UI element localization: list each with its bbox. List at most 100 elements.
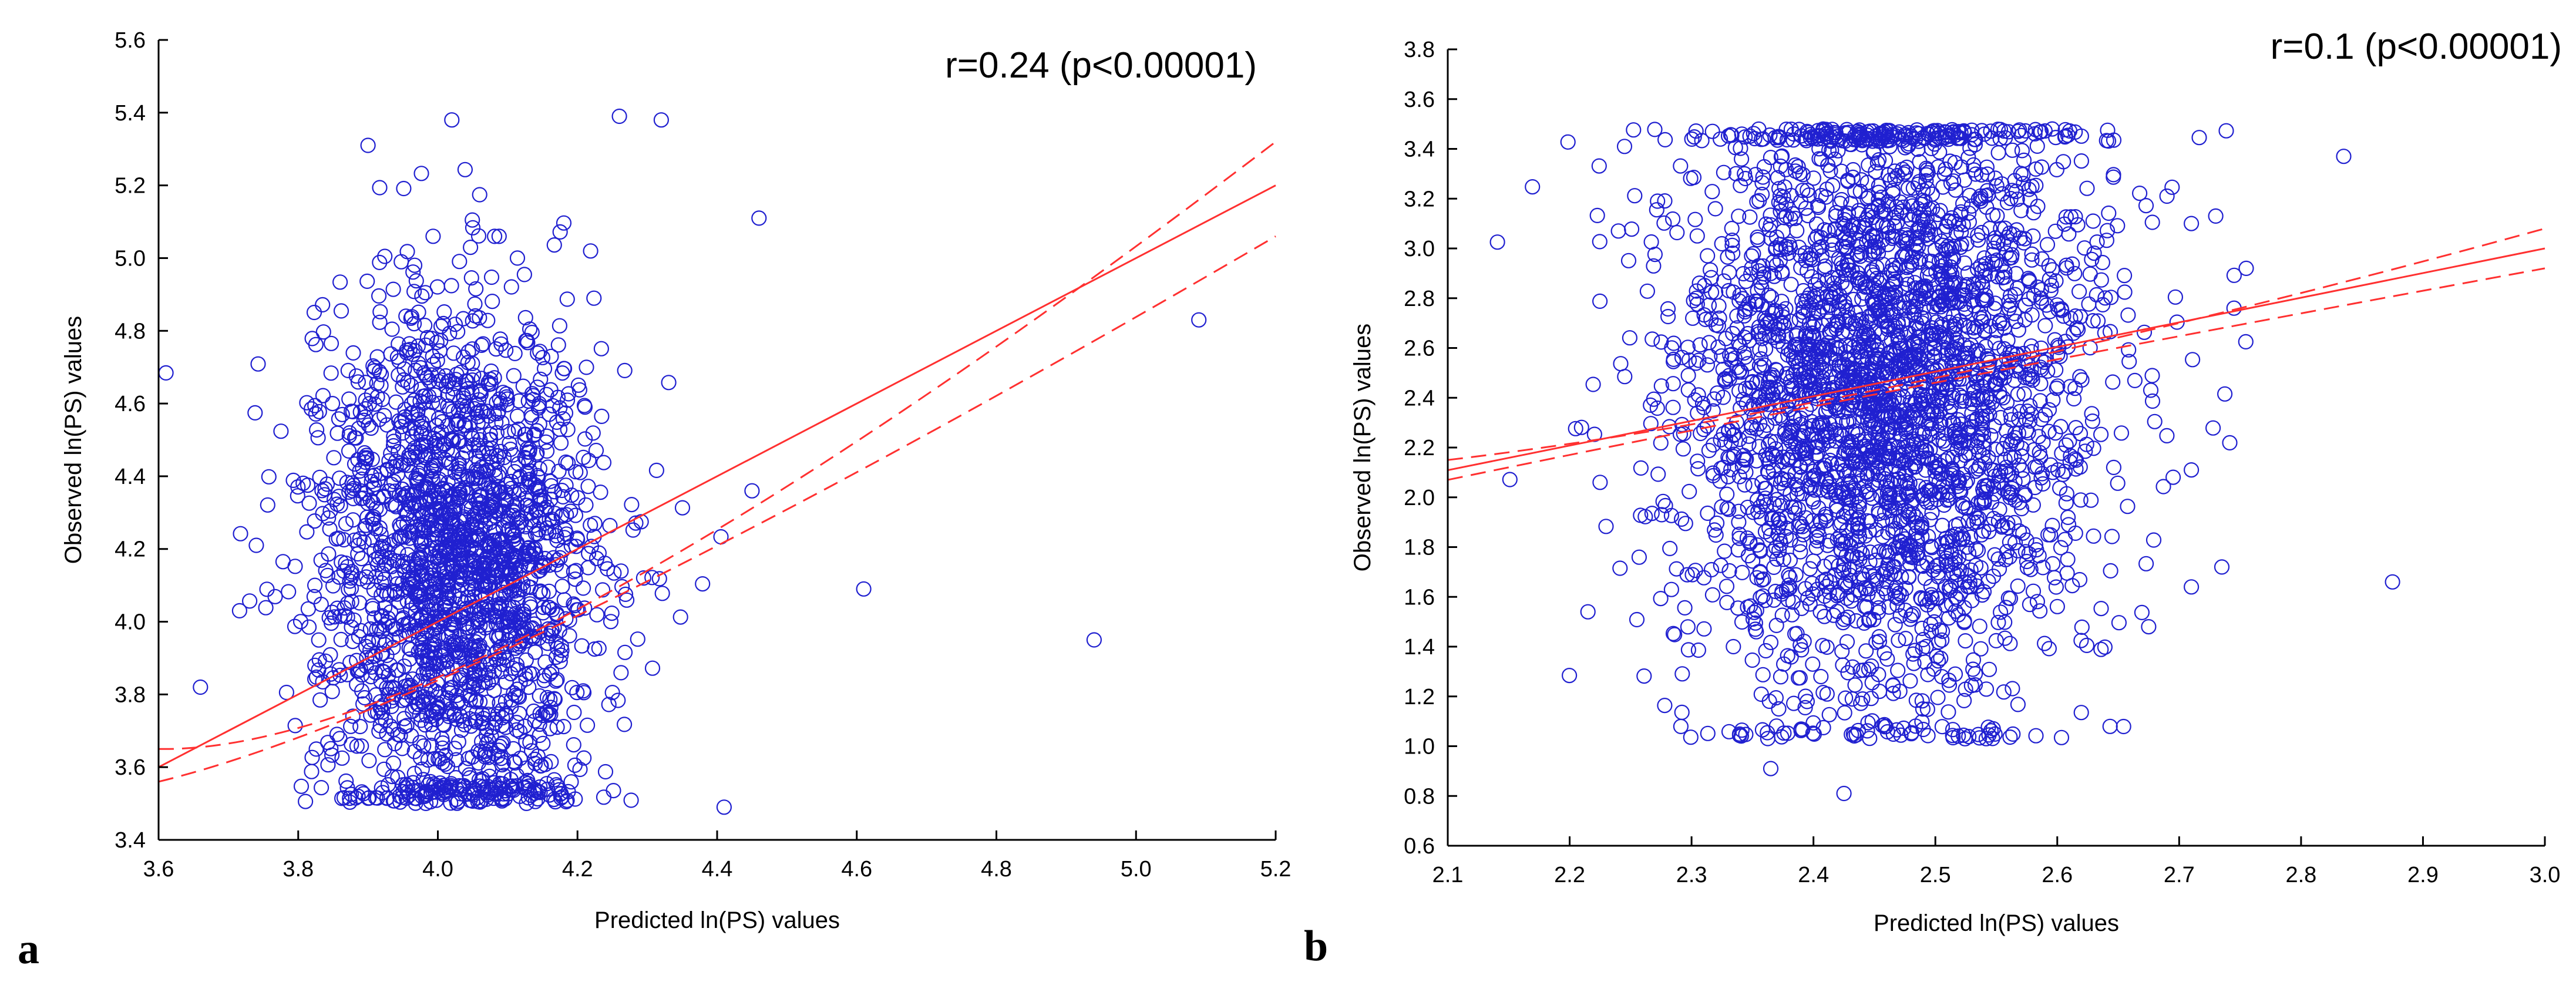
scatter-point (454, 533, 470, 550)
scatter-point (546, 237, 562, 253)
scatter-point (325, 578, 341, 594)
scatter-point (1680, 642, 1696, 658)
scatter-point (290, 479, 306, 495)
scatter-point (477, 674, 493, 690)
scatter-point (412, 735, 428, 751)
scatter-point (2105, 374, 2121, 390)
scatter-point (1191, 312, 1207, 328)
scatter-point (1821, 707, 1837, 722)
scatter-point (563, 774, 579, 790)
scatter-point (482, 426, 498, 442)
scatter-point (493, 336, 509, 352)
scatter-point (1592, 234, 1608, 250)
scatter-point (500, 513, 516, 529)
scatter-point (361, 417, 376, 433)
scatter-point (158, 365, 174, 381)
scatter-point (544, 601, 560, 618)
scatter-point (564, 680, 580, 695)
scatter-point (374, 566, 391, 581)
scatter-point (290, 488, 305, 504)
scatter-point (452, 432, 468, 448)
scatter-point (1627, 188, 1643, 204)
scatter-point (532, 624, 548, 640)
scatter-point (299, 524, 315, 540)
scatter-point (347, 532, 362, 548)
scatter-point (366, 363, 382, 379)
scatter-point (426, 776, 442, 792)
scatter-point (417, 717, 433, 733)
scatter-point (292, 614, 309, 630)
scatter-point (313, 779, 329, 796)
scatter-point (509, 714, 524, 731)
scatter-point (386, 429, 402, 445)
scatter-point (2102, 718, 2118, 734)
scatter-point (552, 400, 568, 416)
scatter-point (2067, 265, 2083, 281)
scatter-point (480, 374, 496, 391)
scatter-point (1812, 604, 1828, 620)
scatter-point (1665, 399, 1681, 415)
scatter-point (1598, 519, 1614, 534)
scatter-point (401, 576, 417, 592)
scatter-point (2032, 124, 2048, 140)
scatter-point (512, 788, 528, 805)
scatter-point (193, 679, 208, 695)
scatter-point (473, 337, 490, 354)
scatter-point (362, 621, 378, 637)
scatter-point (594, 408, 610, 425)
scatter-point (1525, 179, 1541, 195)
scatter-point (304, 764, 320, 779)
scatter-point (507, 345, 523, 362)
scatter-point (617, 644, 633, 660)
scatter-point (2110, 475, 2126, 491)
scatter-point (366, 467, 383, 483)
scatter-point (459, 398, 475, 414)
scatter-point (2222, 435, 2238, 451)
scatter-point (501, 522, 517, 538)
scatter-point (386, 793, 402, 809)
scatter-point (1650, 466, 1666, 482)
scatter-point (2145, 532, 2162, 548)
scatter-point (1704, 184, 1720, 200)
scatter-point (512, 705, 527, 722)
scatter-point (2010, 697, 2026, 712)
scatter-point (483, 728, 499, 745)
y-tick-label: 4.8 (115, 319, 146, 344)
scatter-point (2049, 598, 2065, 614)
scatter-point (403, 309, 420, 325)
scatter-point (468, 281, 484, 297)
scatter-point (512, 482, 528, 497)
scatter-point (460, 751, 476, 766)
scatter-point (425, 228, 441, 244)
scatter-point (399, 342, 415, 358)
scatter-point (427, 453, 443, 469)
scatter-point (2071, 284, 2087, 300)
scatter-point (597, 764, 614, 780)
scatter-point (332, 608, 348, 624)
scatter-point (483, 269, 500, 285)
scatter-point (539, 690, 556, 705)
scatter-point (385, 281, 401, 297)
scatter-point (1737, 329, 1753, 345)
scatter-point (583, 243, 598, 259)
scatter-point (1719, 486, 1735, 502)
scatter-point (409, 588, 425, 604)
scatter-point (478, 727, 495, 743)
scatter-point (588, 442, 604, 459)
scatter-point (611, 108, 627, 125)
scatter-point (391, 353, 407, 369)
scatter-point (579, 359, 594, 375)
scatter-point (465, 516, 480, 532)
scatter-point (583, 517, 598, 533)
scatter-point (596, 789, 612, 805)
scatter-point (1696, 422, 1712, 438)
scatter-point (336, 563, 352, 579)
scatter-point (492, 331, 508, 347)
scatter-point (477, 749, 493, 765)
scatter-point (456, 616, 473, 632)
scatter-point (1755, 667, 1771, 682)
scatter-point (338, 773, 354, 789)
scatter-point (1687, 563, 1703, 579)
scatter-point (436, 717, 452, 733)
scatter-point (560, 422, 576, 438)
